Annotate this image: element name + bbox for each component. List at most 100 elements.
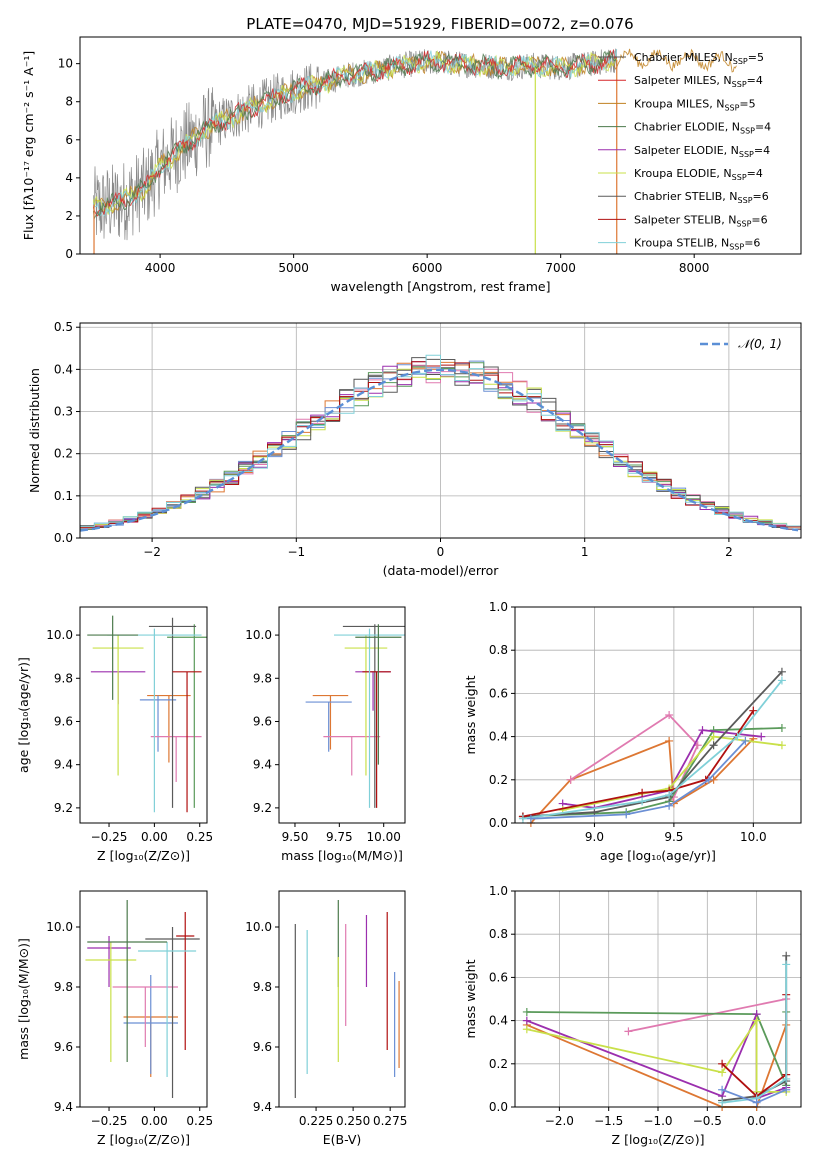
age-vs-Z-panel: −0.25 0.00 0.25 9.2 9.4 9.6 9.8 10.0 Z [log₁₀(Z/… (16, 606, 213, 863)
mass-weight-marker (709, 741, 718, 750)
legend-entry-sub: SSP (739, 150, 754, 159)
legend-entry-sub: SSP (740, 127, 755, 136)
y-axis-label: mass weight (463, 675, 478, 754)
legend-entry: Kroupa ELODIE, NSSP=4 (634, 167, 763, 182)
y-tick-label: 4 (65, 171, 73, 185)
legend-entry: Kroupa STELIB, NSSP=6 (634, 237, 760, 252)
mass-weight-marker (752, 1098, 761, 1107)
figure-title: PLATE=0470, MJD=51929, FIBERID=0072, z=0… (246, 15, 633, 33)
y-tick-label: 9.6 (253, 714, 272, 728)
y-axis-label: Flux [fλ10⁻¹⁷ erg cm⁻² s⁻¹ A⁻¹] (21, 51, 36, 240)
y-tick-label: 0.0 (54, 531, 73, 545)
y-tick-label: 0.8 (489, 643, 508, 657)
y-tick-label: 10 (58, 57, 73, 71)
legend-entry-name: Kroupa MILES, N (634, 97, 724, 110)
mass-weight-marker (741, 736, 750, 745)
mass-weight-marker (757, 732, 766, 741)
x-tick-label: 8000 (679, 261, 710, 275)
legend-entry: Kroupa MILES, NSSP=5 (634, 97, 756, 112)
mass-weight-line (628, 998, 787, 1033)
y-tick-label: 9.4 (54, 758, 73, 772)
axes-frame (79, 606, 208, 824)
x-axis-label: wavelength [Angstrom, rest frame] (330, 279, 550, 294)
x-axis-label: Z [log₁₀(Z/Z⊙)] (97, 1132, 190, 1147)
mass-weight-marker (665, 790, 674, 799)
legend-entry-value: =4 (747, 74, 763, 87)
mass-weight-marker (665, 801, 674, 810)
y-tick-label: 10.0 (46, 628, 73, 642)
legend-entry-value: =4 (747, 167, 763, 180)
mass-weight-marker (590, 808, 599, 817)
x-tick-label: 6000 (412, 261, 443, 275)
legend-entry-sub: SSP (738, 196, 753, 205)
y-tick-label: 0.2 (54, 447, 73, 461)
y-tick-label: 0.6 (489, 970, 508, 984)
legend-entry-value: =5 (748, 51, 764, 64)
mass-weight-marker (777, 667, 786, 676)
x-tick-label: −0.5 (693, 1114, 722, 1128)
y-axis-label: mass [log₁₀(M/M⊙)] (16, 938, 31, 1060)
x-axis-label: E(B-V) (323, 1132, 362, 1147)
x-axis-label: age [log₁₀(age/yr)] (600, 848, 716, 863)
legend-entry: Salpeter STELIB, NSSP=6 (634, 213, 768, 228)
y-tick-label: 9.6 (253, 1040, 272, 1054)
legend-entry-value: =6 (753, 190, 769, 203)
mass-weight-marker (704, 775, 713, 784)
mass-weight-marker (718, 1085, 727, 1094)
legend-entry-value: =6 (751, 213, 767, 226)
spectrum-plot-area (92, 48, 737, 254)
mass-weight-marker (526, 814, 535, 823)
axes-frame (514, 890, 802, 1108)
mass-weight-marker (638, 788, 647, 797)
axes-frame (79, 890, 208, 1108)
axes-frame (278, 890, 406, 1108)
mass-weight-marker (718, 1098, 727, 1107)
plot-area (294, 900, 400, 1098)
mass-weight-line (522, 710, 755, 818)
legend-entry-name: Chabrier MILES, N (634, 51, 733, 64)
x-tick-label: −2.0 (545, 1114, 574, 1128)
mass-weight-marker (777, 676, 786, 685)
mass-weight-marker (733, 732, 742, 741)
y-tick-label: 9.4 (54, 1100, 73, 1114)
legend-entry-sub: SSP (724, 103, 739, 112)
x-tick-label: 9.50 (282, 830, 309, 844)
x-axis-label: (data-model)/error (383, 563, 500, 578)
legend-entry: Chabrier MILES, NSSP=5 (634, 51, 764, 66)
plot-area (87, 615, 207, 813)
legend-entry-sub: SSP (732, 80, 747, 89)
x-tick-label: −0.25 (91, 830, 128, 844)
y-tick-label: 10.0 (245, 920, 272, 934)
y-tick-label: 0.2 (489, 1057, 508, 1071)
mass-weight-marker (665, 711, 674, 719)
x-tick-label: 0.00 (141, 1114, 168, 1128)
y-tick-label: 0.6 (489, 686, 508, 700)
mass-vs-Z-panel: −0.25 0.00 0.25 9.4 9.6 9.8 10.0 Z [log₁₀(Z/Z⊙)… (16, 890, 213, 1147)
mass-weight-marker (665, 736, 674, 745)
x-tick-label: 7000 (545, 261, 576, 275)
x-tick-label: 0.25 (186, 830, 213, 844)
mass-weight-marker (638, 797, 647, 806)
y-tick-label: 9.4 (253, 1100, 272, 1114)
y-tick-label: 9.2 (54, 801, 73, 815)
mass-weight-marker (566, 775, 575, 784)
axes-frame (278, 606, 406, 824)
mass-weight-marker (518, 814, 527, 823)
mass-weight-marker (777, 741, 786, 750)
mass-vs-EBV-panel: 0.225 0.250 0.275 9.4 9.6 9.8 10.0 E(B-V) (245, 890, 407, 1147)
y-tick-label: 0 (65, 247, 73, 261)
y-tick-label: 0.0 (489, 1100, 508, 1114)
x-tick-label: −2 (143, 545, 161, 559)
axes-frame (514, 606, 802, 824)
legend-entry-name: Chabrier ELODIE, N (634, 121, 740, 134)
mass-weight-vs-age-panel: 9.0 9.5 10.0 0.0 0.2 0.4 0.6 0.8 1.0 age [log₁₀(a… (463, 600, 802, 863)
spectrum-panel: 4000 5000 6000 7000 8000 0 2 4 6 8 10 wavelength [A… (21, 36, 802, 294)
legend-entry-sub: SSP (729, 243, 744, 252)
x-tick-label: 0.25 (186, 1114, 213, 1128)
x-tick-label: 1 (581, 545, 589, 559)
y-tick-label: 9.8 (253, 980, 272, 994)
x-tick-label: 2 (725, 545, 733, 559)
mass-weight-marker (752, 1016, 761, 1025)
mass-weight-marker (749, 706, 758, 715)
mass-weight-marker (709, 732, 718, 741)
